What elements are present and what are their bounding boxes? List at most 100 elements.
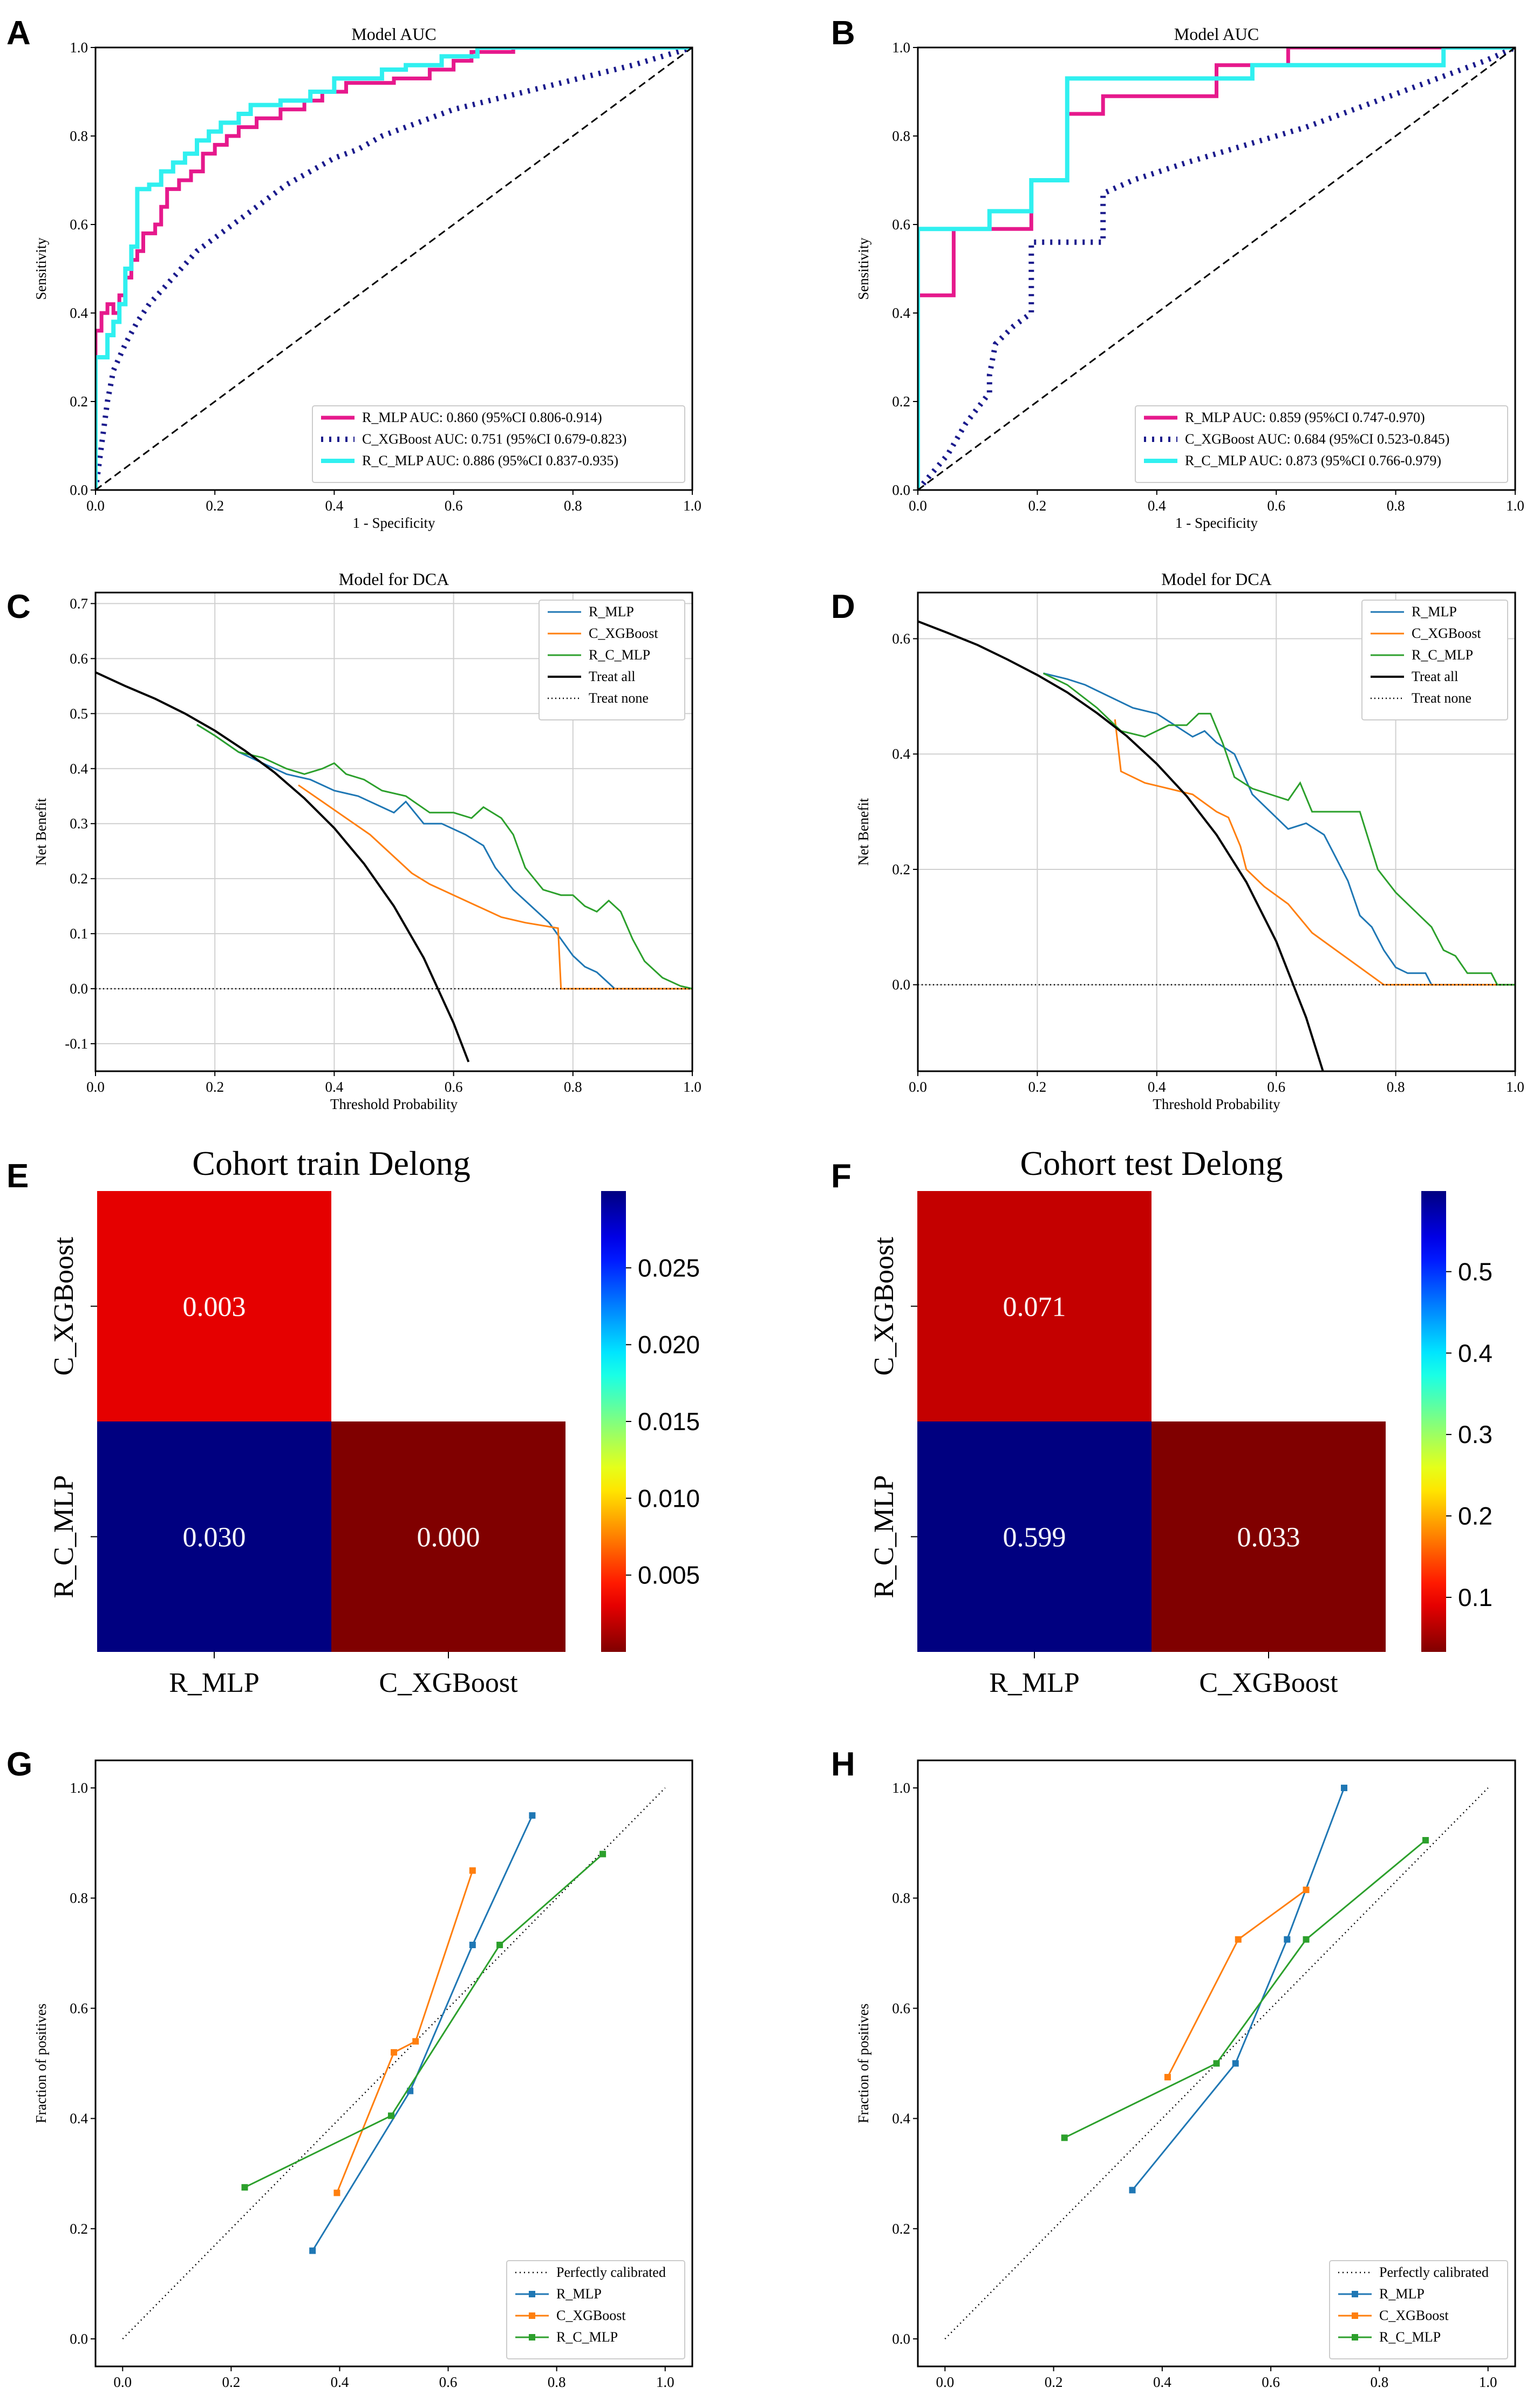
y-tick-label: 0.2	[892, 393, 910, 410]
heatmap-cell	[1151, 1421, 1386, 1652]
col-label: R_MLP	[989, 1668, 1080, 1698]
y-tick-label: 0.4	[892, 305, 910, 321]
y-tick-label: 0.0	[892, 2331, 910, 2347]
series-line-c-xgboost	[96, 47, 692, 490]
colorbar-tick-label: 0.4	[1458, 1339, 1493, 1367]
row-label: C_XGBoost	[869, 1236, 900, 1376]
series-line-r-mlp	[1132, 1787, 1345, 2191]
chart-title: Model for DCA	[1161, 569, 1271, 589]
colorbar-tick-label: 0.015	[638, 1407, 700, 1435]
data-point	[412, 2038, 419, 2045]
x-tick-label: 0.4	[325, 498, 344, 514]
y-tick-label: 0.2	[70, 870, 88, 887]
y-tick-label: 0.0	[892, 482, 910, 498]
chart-title: Model AUC	[1174, 24, 1259, 44]
y-tick-label: 0.0	[70, 981, 88, 997]
x-tick-label: 1.0	[683, 1079, 701, 1095]
chart-f: 0.071 0.599 0.033 Cohort test Delong R_MLP C_…	[869, 1144, 1493, 1698]
cell-value: 0.000	[417, 1522, 480, 1553]
y-tick-label: 0.7	[70, 595, 88, 611]
data-point	[1061, 2134, 1068, 2141]
y-tick-label: 0.8	[892, 1890, 910, 1906]
series-line-r-c-mlp	[96, 47, 692, 490]
legend-label: R_C_MLP AUC: 0.886 (95%CI 0.837-0.935)	[362, 453, 618, 468]
legend-box	[1361, 600, 1508, 720]
axes-frame	[94, 46, 693, 491]
data-point	[1303, 1886, 1310, 1893]
x-tick-label: 0.0	[936, 2374, 954, 2388]
axes-frame	[94, 1759, 693, 2367]
y-tick-label: 0.2	[892, 2221, 910, 2237]
colorbar-tick-label: 0.2	[1458, 1502, 1493, 1530]
x-tick-label: 0.8	[564, 1079, 582, 1095]
y-tick-label: 0.8	[892, 128, 910, 144]
x-tick-label: 0.8	[548, 2374, 566, 2388]
series-line-r-c-mlp	[196, 724, 692, 990]
x-tick-label: 0.4	[1148, 498, 1166, 514]
y-tick-label: 0.0	[70, 2331, 88, 2347]
y-tick-label: 0.8	[70, 1890, 88, 1906]
legend-marker	[529, 2312, 535, 2319]
legend-label: C_XGBoost	[556, 2308, 626, 2323]
colorbar-tick-label: 0.005	[638, 1561, 700, 1589]
legend-label: Perfectly calibrated	[1379, 2264, 1489, 2280]
heatmap-cell	[97, 1421, 331, 1652]
colorbar-tick-label: 0.020	[638, 1331, 700, 1359]
y-tick-label: 1.0	[70, 39, 88, 56]
panel-letter-c: C	[6, 588, 31, 625]
cell-value: 0.033	[1237, 1522, 1300, 1553]
legend-label: R_C_MLP	[556, 2329, 618, 2345]
legend-label: Perfectly calibrated	[556, 2264, 666, 2280]
y-tick-label: 0.4	[70, 305, 88, 321]
legend-label: Treat none	[589, 690, 649, 706]
data-point	[529, 1812, 536, 1819]
legend-box	[1329, 2260, 1508, 2359]
x-tick-label: 0.6	[445, 498, 463, 514]
y-tick-label: 0.5	[70, 705, 88, 722]
legend-marker	[1352, 2334, 1358, 2341]
y-axis-label: Net Benefit	[855, 798, 871, 866]
data-point	[599, 1850, 607, 1858]
legend: R_MLP AUC: 0.860 (95%CI 0.806-0.914) C_XG…	[312, 405, 685, 483]
y-tick-label: 0.4	[892, 2111, 910, 2127]
series-line-r-mlp	[196, 724, 692, 990]
legend-label: R_MLP AUC: 0.859 (95%CI 0.747-0.970)	[1185, 410, 1425, 425]
series-line-r-c-mlp	[918, 47, 1515, 490]
y-tick-label: 0.8	[70, 128, 88, 144]
y-tick-label: 0.0	[892, 977, 910, 993]
x-tick-label: 1.0	[656, 2374, 674, 2388]
series-line-r-c-mlp	[1042, 672, 1515, 986]
y-tick-label: 0.6	[70, 650, 88, 666]
legend-label: Treat all	[589, 669, 635, 684]
panel-letter-a: A	[6, 15, 31, 52]
x-tick-label: 0.4	[1153, 2374, 1171, 2388]
x-tick-label: 0.6	[445, 1079, 463, 1095]
panel-letter-d: D	[831, 588, 855, 625]
data-point	[387, 2112, 394, 2119]
colorbar-tick-label: 0.025	[638, 1254, 700, 1282]
legend: Perfectly calibrated R_MLP C_XGBoost R_C_ML…	[506, 2260, 685, 2359]
series-line-r-mlp	[311, 1815, 533, 2251]
colorbar-tick-label: 0.3	[1458, 1420, 1493, 1448]
data-point	[1164, 2074, 1171, 2081]
y-axis-label: Net Benefit	[33, 798, 49, 866]
axes-frame	[917, 46, 1516, 491]
legend-box	[1135, 405, 1508, 483]
legend-label: R_C_MLP AUC: 0.873 (95%CI 0.766-0.979)	[1185, 453, 1441, 468]
chance-line	[918, 47, 1515, 490]
data-point	[1422, 1837, 1429, 1844]
y-tick-label: 0.6	[892, 216, 910, 233]
cell-value: 0.003	[183, 1292, 246, 1323]
chart-a: 0.0 0.2 0.4 0.6 0.8 1.0 0.0 0.2 0.4 0.6 0.8 1.0 Mode…	[33, 24, 701, 531]
series-line-r-mlp	[1043, 672, 1515, 986]
y-axis-label: Fraction of positives	[33, 2004, 49, 2124]
chart-c: 0.0 0.2 0.4 0.6 0.8 1.0 -0.1 0.0 0.1 0.2 0.3 0.4 0.5…	[33, 569, 701, 1112]
y-tick-label: 0.2	[70, 2221, 88, 2237]
y-tick-label: 1.0	[70, 1780, 88, 1796]
panel-letter-g: G	[6, 1746, 32, 1783]
heatmap-cell	[917, 1421, 1151, 1652]
series-line-treat	[96, 671, 470, 1063]
series-line-c-xgboost	[1167, 1889, 1307, 2078]
cell-value: 0.599	[1003, 1522, 1066, 1553]
